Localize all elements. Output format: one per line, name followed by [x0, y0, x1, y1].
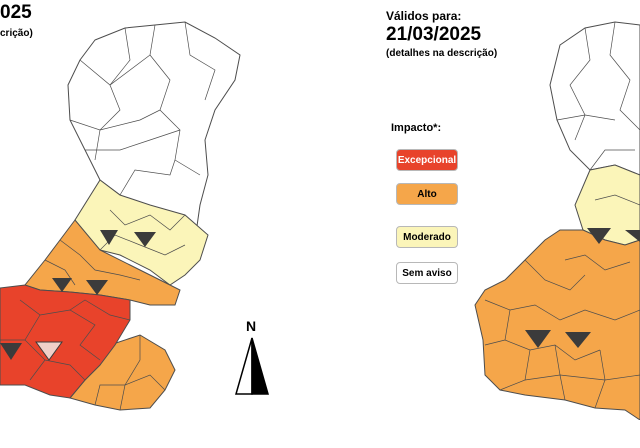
- region-excepcional: [0, 284, 131, 399]
- validity-date-left: 025: [0, 2, 32, 23]
- region-sem-aviso: [549, 21, 640, 176]
- municipal-boundaries: [0, 21, 216, 411]
- warning-map-right: [474, 21, 640, 420]
- warning-map-left: [0, 21, 241, 411]
- legend-item-excepcional: Excepcional: [396, 149, 458, 171]
- legend-title: Impacto*:: [391, 122, 442, 134]
- hazard-storm-icon: [0, 230, 156, 361]
- hazard-storm-icon: [525, 228, 640, 348]
- north-label: N: [246, 318, 257, 334]
- description-note-left: crição): [0, 28, 33, 39]
- validity-label: Válidos para:: [386, 9, 462, 23]
- description-note: (detalhes na descrição): [386, 48, 498, 59]
- legend-item-alto: Alto: [396, 183, 458, 205]
- region-sem-aviso: [67, 21, 241, 241]
- legend-item-sem-aviso: Sem aviso: [396, 262, 458, 284]
- validity-date: 21/03/2025: [386, 24, 482, 45]
- region-alto: [474, 229, 640, 420]
- north-arrow-icon: [235, 337, 269, 395]
- legend-item-moderado: Moderado: [396, 226, 458, 248]
- municipal-boundaries: [484, 21, 640, 409]
